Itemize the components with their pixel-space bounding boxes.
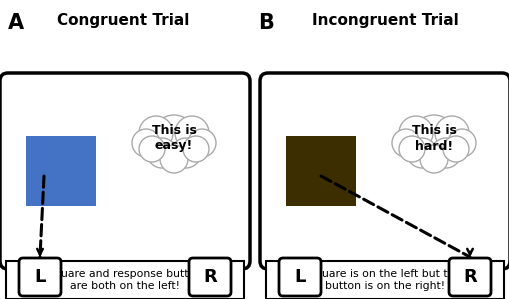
Circle shape	[188, 129, 216, 157]
FancyBboxPatch shape	[260, 73, 509, 269]
Text: This is
easy!: This is easy!	[151, 123, 196, 152]
Circle shape	[171, 138, 201, 168]
Circle shape	[398, 136, 424, 162]
Circle shape	[411, 115, 455, 159]
Text: B: B	[258, 13, 273, 33]
Circle shape	[447, 129, 475, 157]
Text: Square is on the left but the
button is on the right!: Square is on the left but the button is …	[308, 269, 461, 291]
Circle shape	[398, 116, 432, 150]
Text: Congruent Trial: Congruent Trial	[56, 13, 189, 28]
Circle shape	[139, 136, 165, 162]
Bar	[26, 136, 96, 206]
FancyBboxPatch shape	[266, 261, 503, 299]
Bar	[286, 136, 355, 206]
Circle shape	[183, 136, 209, 162]
Text: L: L	[34, 268, 46, 286]
Text: Square and response button
are both on the left!: Square and response button are both on t…	[47, 269, 202, 291]
Circle shape	[132, 129, 160, 157]
Circle shape	[430, 138, 460, 168]
Circle shape	[147, 138, 177, 168]
Text: This is
hard!: This is hard!	[411, 123, 456, 152]
Circle shape	[139, 116, 173, 150]
Circle shape	[406, 138, 436, 168]
FancyBboxPatch shape	[19, 258, 61, 296]
FancyBboxPatch shape	[448, 258, 490, 296]
Circle shape	[160, 145, 188, 173]
Circle shape	[152, 115, 195, 159]
Circle shape	[419, 145, 447, 173]
Circle shape	[175, 116, 209, 150]
Circle shape	[391, 129, 419, 157]
FancyBboxPatch shape	[278, 258, 320, 296]
Text: R: R	[203, 268, 216, 286]
FancyBboxPatch shape	[0, 73, 249, 269]
Circle shape	[434, 116, 468, 150]
Circle shape	[442, 136, 468, 162]
Text: L: L	[294, 268, 305, 286]
FancyBboxPatch shape	[189, 258, 231, 296]
Text: R: R	[462, 268, 476, 286]
Text: A: A	[8, 13, 24, 33]
FancyBboxPatch shape	[6, 261, 243, 299]
Text: Incongruent Trial: Incongruent Trial	[311, 13, 458, 28]
